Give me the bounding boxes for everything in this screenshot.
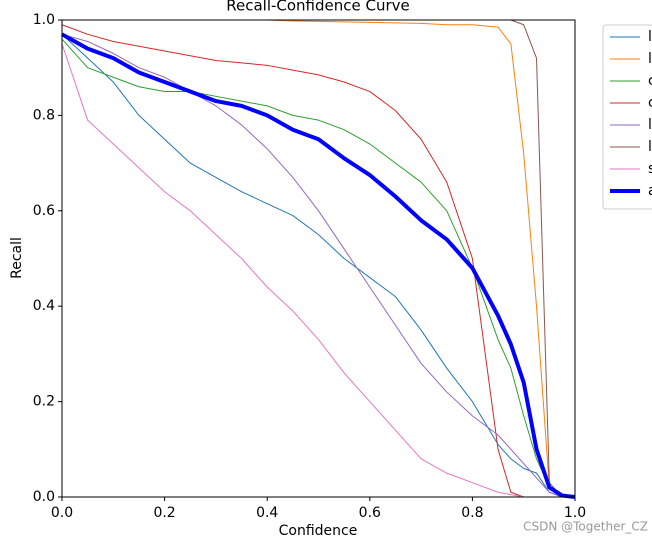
legend-box xyxy=(602,24,652,210)
legend-label: l xyxy=(648,139,652,155)
y-tick-label: 1.0 xyxy=(33,12,55,28)
series-line xyxy=(61,32,576,499)
legend-label: l xyxy=(648,51,652,67)
x-tick-label: 0.0 xyxy=(51,505,73,521)
x-axis-label: Confidence xyxy=(279,523,358,539)
chart-title: Recall-Confidence Curve xyxy=(226,0,410,15)
series-line xyxy=(61,38,575,498)
y-tick-label: 0.8 xyxy=(33,107,55,123)
series-line xyxy=(62,19,575,498)
legend-label: l xyxy=(648,29,652,45)
y-axis-label: Recall xyxy=(9,237,25,279)
y-tick-label: 0.6 xyxy=(33,203,55,219)
plot-frame xyxy=(61,19,576,498)
legend-label: l xyxy=(648,117,652,133)
series-line xyxy=(61,33,575,498)
x-tick-label: 0.4 xyxy=(256,505,278,521)
x-tick-label: 0.8 xyxy=(461,505,483,521)
y-tick-label: 0.4 xyxy=(33,298,55,314)
legend-label: s xyxy=(648,161,652,177)
series-line xyxy=(61,33,575,498)
watermark: CSDN @Together_CZ xyxy=(523,520,648,534)
x-tick-label: 0.2 xyxy=(153,505,175,521)
series-line xyxy=(62,19,575,498)
x-tick-label: 0.6 xyxy=(359,505,381,521)
y-tick-label: 0.0 xyxy=(33,489,55,505)
legend-label: a xyxy=(648,183,652,199)
series-line xyxy=(61,24,575,498)
y-tick-label: 0.2 xyxy=(33,394,55,410)
series-line xyxy=(61,43,575,498)
legend-label: c xyxy=(648,73,652,89)
legend-label: c xyxy=(648,95,652,111)
x-tick-label: 1.0 xyxy=(564,505,586,521)
